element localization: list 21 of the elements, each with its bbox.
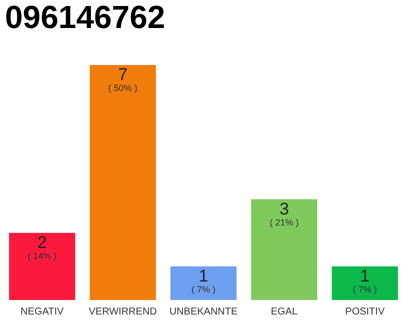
- bar: [170, 266, 237, 300]
- bar: [251, 199, 318, 300]
- data-label: 3: [279, 199, 289, 218]
- chart-title: 096146762: [5, 0, 166, 35]
- bar: [90, 65, 156, 300]
- annotation: ( 21% ): [270, 217, 299, 228]
- x-tick-label: NEGATIV: [20, 306, 64, 318]
- x-tick-label: EGAL: [270, 306, 298, 318]
- data-label: 7: [118, 65, 128, 84]
- data-label: 1: [198, 266, 208, 286]
- annotation: ( 50% ): [108, 83, 138, 93]
- x-tick-label: UNBEKANNTE: [169, 306, 238, 318]
- annotation: ( 7% ): [191, 284, 216, 294]
- bar: [332, 266, 398, 300]
- data-label: 1: [360, 266, 370, 286]
- annotation: ( 14% ): [28, 250, 57, 261]
- data-label: 2: [37, 232, 47, 252]
- bar: [9, 232, 76, 300]
- x-tick-label: VERWIRREND: [88, 306, 157, 318]
- x-tick-label: POSITIV: [345, 306, 385, 318]
- annotation: ( 7% ): [352, 284, 377, 294]
